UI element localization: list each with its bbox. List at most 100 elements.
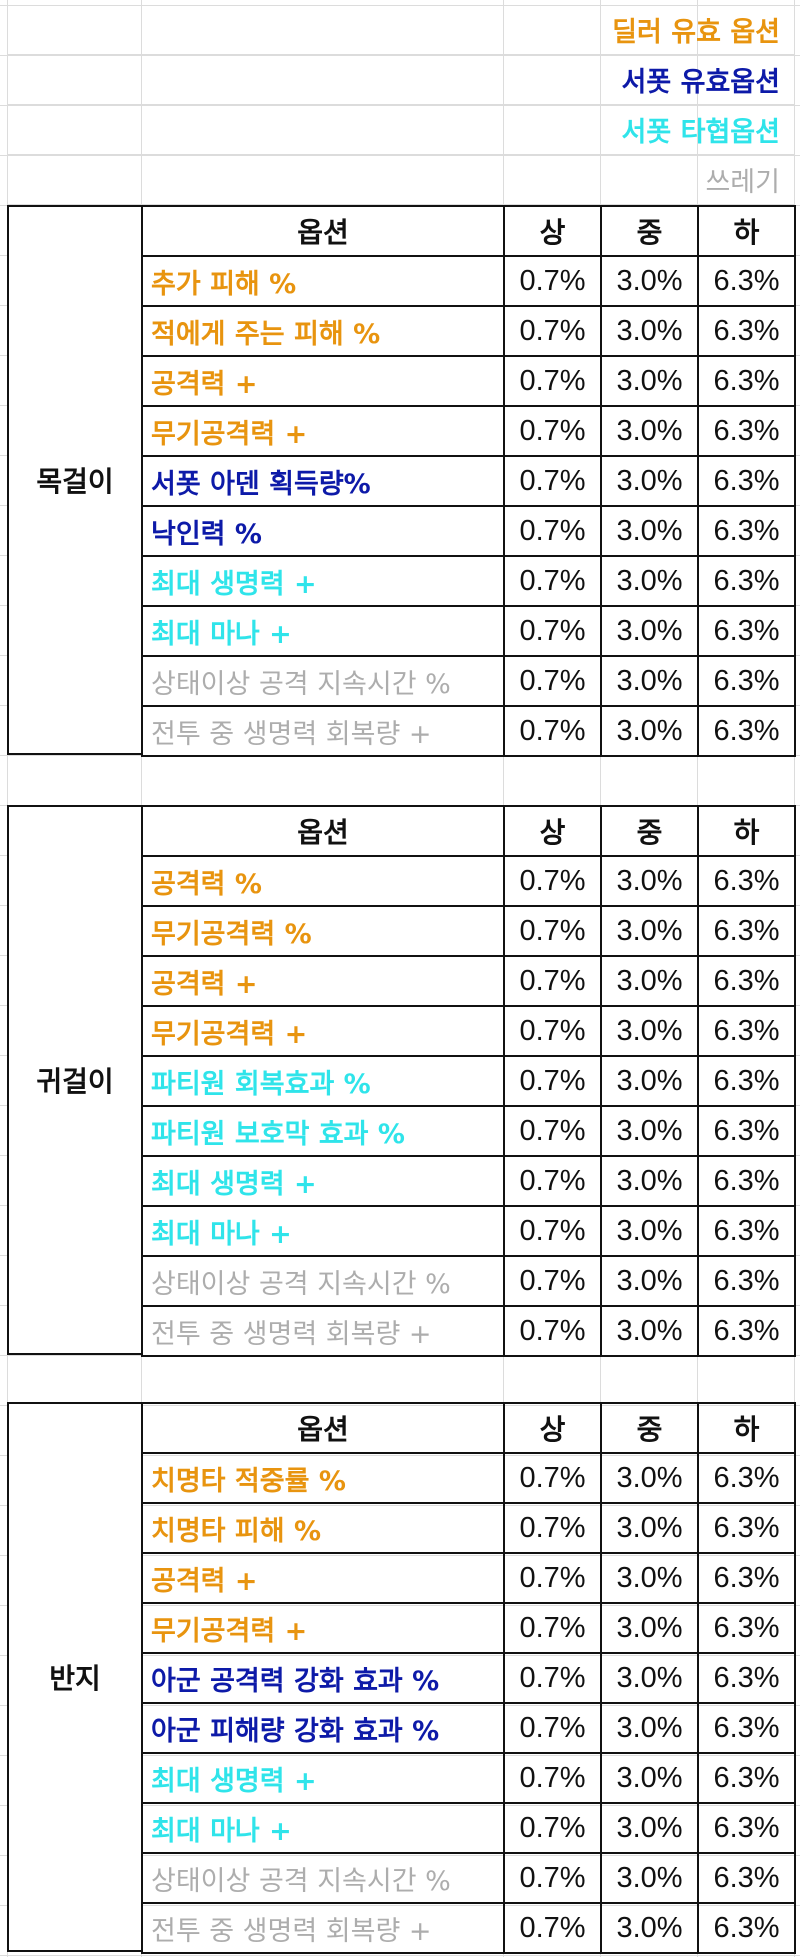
- value-mid: 3.0%: [600, 255, 699, 307]
- option-name: 파티원 보호막 효과 %: [141, 1105, 505, 1157]
- gridline: [0, 1755, 800, 1756]
- value-low: 6.3%: [697, 1802, 796, 1854]
- header-low: 하: [697, 1402, 796, 1454]
- value-low: 6.3%: [697, 1105, 796, 1157]
- option-name: 최대 생명력 +: [141, 1155, 505, 1207]
- gridline: [0, 1955, 800, 1956]
- header-high: 상: [503, 1402, 602, 1454]
- value-low: 6.3%: [697, 1005, 796, 1057]
- value-mid: 3.0%: [600, 1852, 699, 1904]
- gridline: [0, 105, 800, 106]
- value-high: 0.7%: [503, 355, 602, 407]
- value-mid: 3.0%: [600, 1652, 699, 1704]
- value-low: 6.3%: [697, 655, 796, 707]
- value-low: 6.3%: [697, 1205, 796, 1257]
- value-high: 0.7%: [503, 1602, 602, 1654]
- option-name: 상태이상 공격 지속시간 %: [141, 1255, 505, 1307]
- header-mid: 중: [600, 1402, 699, 1454]
- value-low: 6.3%: [697, 355, 796, 407]
- option-name: 공격력 %: [141, 855, 505, 907]
- value-low: 6.3%: [697, 1255, 796, 1307]
- legend-item-dealer: 딜러 유효 옵션: [7, 5, 794, 55]
- option-name: 무기공격력 +: [141, 1602, 505, 1654]
- option-name: 서폿 아덴 획득량%: [141, 455, 505, 507]
- value-low: 6.3%: [697, 955, 796, 1007]
- option-name: 추가 피해 %: [141, 255, 505, 307]
- value-low: 6.3%: [697, 1902, 796, 1954]
- option-name: 적에게 주는 피해 %: [141, 305, 505, 357]
- option-name: 아군 피해량 강화 효과 %: [141, 1702, 505, 1754]
- gridline: [0, 1655, 800, 1656]
- value-low: 6.3%: [697, 705, 796, 757]
- value-low: 6.3%: [697, 405, 796, 457]
- value-high: 0.7%: [503, 1205, 602, 1257]
- value-mid: 3.0%: [600, 955, 699, 1007]
- gridline: [0, 1705, 800, 1706]
- value-high: 0.7%: [503, 1702, 602, 1754]
- value-high: 0.7%: [503, 1902, 602, 1954]
- option-name: 최대 생명력 +: [141, 555, 505, 607]
- value-mid: 3.0%: [600, 1602, 699, 1654]
- value-low: 6.3%: [697, 555, 796, 607]
- gridline: [0, 1855, 800, 1856]
- value-mid: 3.0%: [600, 505, 699, 557]
- value-high: 0.7%: [503, 1752, 602, 1804]
- option-name: 최대 마나 +: [141, 1205, 505, 1257]
- value-mid: 3.0%: [600, 1305, 699, 1357]
- gridline: [0, 155, 800, 156]
- option-name: 전투 중 생명력 회복량 +: [141, 1902, 505, 1954]
- value-high: 0.7%: [503, 1552, 602, 1604]
- value-high: 0.7%: [503, 705, 602, 757]
- gridline: [0, 1805, 800, 1806]
- value-high: 0.7%: [503, 1852, 602, 1904]
- legend-item-junk: 쓰레기: [7, 155, 794, 205]
- value-high: 0.7%: [503, 955, 602, 1007]
- header-option: 옵션: [141, 805, 505, 857]
- value-low: 6.3%: [697, 1552, 796, 1604]
- value-high: 0.7%: [503, 555, 602, 607]
- option-name: 최대 생명력 +: [141, 1752, 505, 1804]
- value-mid: 3.0%: [600, 655, 699, 707]
- value-mid: 3.0%: [600, 405, 699, 457]
- header-option: 옵션: [141, 1402, 505, 1454]
- value-high: 0.7%: [503, 1652, 602, 1704]
- legend-item-support: 서폿 유효옵션: [7, 55, 794, 105]
- value-high: 0.7%: [503, 1502, 602, 1554]
- value-mid: 3.0%: [600, 1105, 699, 1157]
- legend-item-hybrid: 서폿 타협옵션: [7, 105, 794, 155]
- value-mid: 3.0%: [600, 855, 699, 907]
- value-mid: 3.0%: [600, 1005, 699, 1057]
- option-name: 치명타 적중률 %: [141, 1452, 505, 1504]
- value-mid: 3.0%: [600, 1502, 699, 1554]
- header-high: 상: [503, 205, 602, 257]
- header-high: 상: [503, 805, 602, 857]
- value-mid: 3.0%: [600, 455, 699, 507]
- category-label: 귀걸이: [7, 805, 143, 1355]
- value-high: 0.7%: [503, 1802, 602, 1854]
- gridline: [0, 1405, 800, 1406]
- value-mid: 3.0%: [600, 905, 699, 957]
- value-mid: 3.0%: [600, 1205, 699, 1257]
- option-name: 공격력 +: [141, 355, 505, 407]
- option-name: 치명타 피해 %: [141, 1502, 505, 1554]
- value-mid: 3.0%: [600, 1752, 699, 1804]
- option-name: 무기공격력 +: [141, 1005, 505, 1057]
- value-mid: 3.0%: [600, 555, 699, 607]
- value-mid: 3.0%: [600, 1552, 699, 1604]
- value-low: 6.3%: [697, 505, 796, 557]
- value-low: 6.3%: [697, 1452, 796, 1504]
- value-mid: 3.0%: [600, 1155, 699, 1207]
- value-low: 6.3%: [697, 455, 796, 507]
- value-high: 0.7%: [503, 455, 602, 507]
- value-low: 6.3%: [697, 905, 796, 957]
- value-mid: 3.0%: [600, 355, 699, 407]
- value-mid: 3.0%: [600, 1452, 699, 1504]
- option-name: 무기공격력 +: [141, 405, 505, 457]
- option-name: 최대 마나 +: [141, 605, 505, 657]
- value-high: 0.7%: [503, 1055, 602, 1107]
- option-name: 전투 중 생명력 회복량 +: [141, 1305, 505, 1357]
- value-mid: 3.0%: [600, 1902, 699, 1954]
- gridline: [0, 1505, 800, 1506]
- option-name: 낙인력 %: [141, 505, 505, 557]
